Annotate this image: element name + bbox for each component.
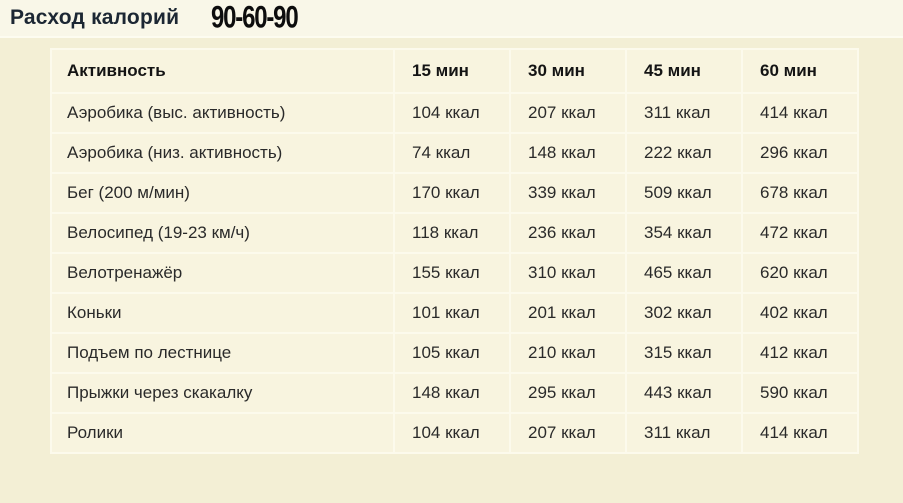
calorie-cell: 465 ккал (625, 252, 743, 294)
calorie-cell: 472 ккал (741, 212, 859, 254)
calorie-cell: 74 ккал (393, 132, 511, 174)
calorie-cell: 354 ккал (625, 212, 743, 254)
calorie-cell: 207 ккал (509, 92, 627, 134)
column-header-activity: Активность (50, 48, 395, 94)
calorie-cell: 104 ккал (393, 412, 511, 454)
activity-cell: Велотренажёр (50, 252, 395, 294)
calorie-cell: 118 ккал (393, 212, 511, 254)
calorie-cell: 148 ккал (393, 372, 511, 414)
calorie-cell: 148 ккал (509, 132, 627, 174)
calorie-cell: 311 ккал (625, 92, 743, 134)
table-row: Велосипед (19-23 км/ч) 118 ккал 236 ккал… (50, 212, 859, 254)
calorie-cell: 296 ккал (741, 132, 859, 174)
calories-table: Активность 15 мин 30 мин 45 мин 60 мин А… (50, 48, 859, 454)
calorie-cell: 201 ккал (509, 292, 627, 334)
table-row: Прыжки через скакалку 148 ккал 295 ккал … (50, 372, 859, 414)
table-row: Аэробика (низ. активность) 74 ккал 148 к… (50, 132, 859, 174)
calorie-cell: 339 ккал (509, 172, 627, 214)
calorie-cell: 104 ккал (393, 92, 511, 134)
activity-cell: Аэробика (выс. активность) (50, 92, 395, 134)
calorie-cell: 170 ккал (393, 172, 511, 214)
calorie-cell: 101 ккал (393, 292, 511, 334)
calorie-cell: 310 ккал (509, 252, 627, 294)
page-header: Расход калорий 90-60-90 (0, 0, 903, 38)
activity-cell: Бег (200 м/мин) (50, 172, 395, 214)
activity-cell: Прыжки через скакалку (50, 372, 395, 414)
calorie-cell: 105 ккал (393, 332, 511, 374)
calorie-cell: 295 ккал (509, 372, 627, 414)
page-title: Расход калорий (10, 6, 180, 29)
table-row: Велотренажёр 155 ккал 310 ккал 465 ккал … (50, 252, 859, 294)
calorie-cell: 207 ккал (509, 412, 627, 454)
activity-cell: Подъем по лестнице (50, 332, 395, 374)
calorie-cell: 402 ккал (741, 292, 859, 334)
column-header-15min: 15 мин (393, 48, 511, 94)
column-header-30min: 30 мин (509, 48, 627, 94)
table-row: Подъем по лестнице 105 ккал 210 ккал 315… (50, 332, 859, 374)
activity-cell: Велосипед (19-23 км/ч) (50, 212, 395, 254)
calorie-cell: 590 ккал (741, 372, 859, 414)
calorie-cell: 678 ккал (741, 172, 859, 214)
calorie-cell: 155 ккал (393, 252, 511, 294)
calorie-cell: 210 ккал (509, 332, 627, 374)
table-row: Аэробика (выс. активность) 104 ккал 207 … (50, 92, 859, 134)
calorie-cell: 443 ккал (625, 372, 743, 414)
activity-cell: Коньки (50, 292, 395, 334)
calorie-cell: 236 ккал (509, 212, 627, 254)
table-row: Бег (200 м/мин) 170 ккал 339 ккал 509 кк… (50, 172, 859, 214)
calorie-cell: 620 ккал (741, 252, 859, 294)
calorie-cell: 414 ккал (741, 92, 859, 134)
calorie-cell: 412 ккал (741, 332, 859, 374)
calorie-cell: 414 ккал (741, 412, 859, 454)
calorie-cell: 509 ккал (625, 172, 743, 214)
column-header-60min: 60 мин (741, 48, 859, 94)
calorie-cell: 315 ккал (625, 332, 743, 374)
table-header-row: Активность 15 мин 30 мин 45 мин 60 мин (50, 48, 859, 94)
calorie-cell: 222 ккал (625, 132, 743, 174)
column-header-45min: 45 мин (625, 48, 743, 94)
calorie-cell: 311 ккал (625, 412, 743, 454)
activity-cell: Аэробика (низ. активность) (50, 132, 395, 174)
table-row: Ролики 104 ккал 207 ккал 311 ккал 414 кк… (50, 412, 859, 454)
calorie-cell: 302 ккал (625, 292, 743, 334)
brand-logo-90-60-90: 90-60-90 (211, 0, 299, 35)
table-row: Коньки 101 ккал 201 ккал 302 ккал 402 кк… (50, 292, 859, 334)
activity-cell: Ролики (50, 412, 395, 454)
